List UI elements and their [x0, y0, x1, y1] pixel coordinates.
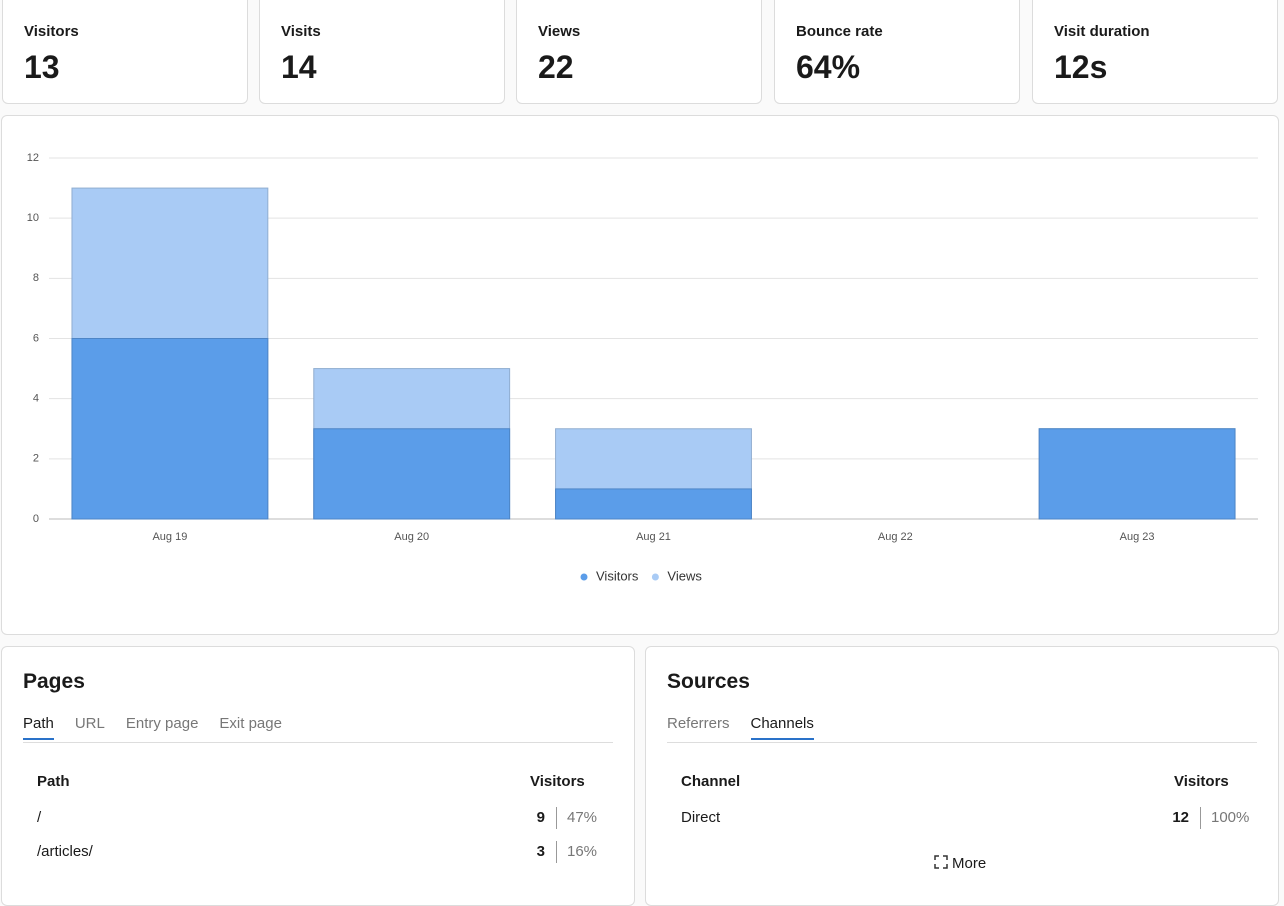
legend-label: Visitors: [596, 568, 639, 583]
metric-label: Visit duration: [1054, 23, 1150, 40]
metric-label: Views: [538, 23, 581, 40]
tab[interactable]: Channels: [750, 715, 814, 740]
row-label: Direct: [681, 809, 721, 826]
sources-panel: Sources Referrers Channels Channel Visito…: [645, 646, 1279, 906]
column-header: Visitors: [530, 773, 585, 790]
metric-value: 12s: [1054, 49, 1108, 85]
x-tick-label: Aug 22: [878, 531, 913, 543]
bar: [313, 428, 511, 520]
metric-value: 64%: [796, 49, 861, 85]
y-tick-label: 6: [33, 332, 39, 344]
y-tick-label: 12: [27, 152, 39, 164]
metric-card[interactable]: Bounce rate 64%: [774, 0, 1020, 104]
metric-label: Bounce rate: [796, 23, 883, 40]
expand-icon: [934, 855, 948, 869]
row-count: 9: [536, 809, 545, 826]
legend-marker: [651, 573, 659, 581]
y-tick-label: 0: [33, 513, 39, 525]
y-tick-label: 4: [33, 393, 39, 405]
y-tick-label: 8: [33, 272, 39, 284]
bar: [1038, 428, 1236, 520]
row-percent: 16%: [567, 843, 598, 860]
bar: [555, 488, 752, 520]
metric-label: Visits: [281, 23, 321, 40]
tab-bar: Referrers Channels: [667, 715, 1257, 743]
bar: [71, 338, 269, 520]
metric-label: Visitors: [24, 23, 79, 40]
x-tick-label: Aug 19: [152, 531, 187, 543]
pages-panel: Pages Path URL Entry page Exit page Path Vi…: [1, 646, 635, 906]
y-tick-label: 2: [33, 453, 39, 465]
chart-card: 0 2 4 6 8 10 12 Aug 19 Aug 20 Aug 21 Aug 22 Aug 23 V…: [1, 115, 1279, 635]
legend-label: Views: [667, 568, 702, 583]
tab[interactable]: Entry page: [125, 715, 199, 732]
metric-card[interactable]: Visit duration 12s: [1032, 0, 1278, 104]
more-label: More: [952, 855, 987, 872]
metric-value: 13: [24, 49, 60, 85]
panel-title: Sources: [667, 670, 750, 693]
panel-title: Pages: [23, 670, 85, 693]
more-button[interactable]: More: [934, 855, 986, 872]
legend-marker: [580, 573, 588, 581]
tab[interactable]: Referrers: [667, 715, 730, 732]
tab-bar: Path URL Entry page Exit page: [23, 715, 613, 743]
x-tick-label: Aug 23: [1120, 531, 1155, 543]
row-count: 3: [536, 843, 545, 860]
row-separator: [556, 807, 557, 829]
chart: 0 2 4 6 8 10 12 Aug 19 Aug 20 Aug 21 Aug 22 Aug 23 V…: [27, 152, 1258, 583]
x-tick-label: Aug 21: [636, 531, 671, 543]
metric-card[interactable]: Visits 14: [259, 0, 505, 104]
tab[interactable]: URL: [74, 715, 105, 732]
row-separator: [1200, 807, 1201, 829]
tab[interactable]: Path: [23, 715, 54, 740]
metric-value: 14: [281, 49, 317, 85]
row-label: /: [37, 809, 42, 826]
metric-card[interactable]: Visitors 13: [2, 0, 248, 104]
row-count: 12: [1172, 809, 1189, 826]
metric-value: 22: [538, 49, 574, 85]
column-header: Path: [37, 773, 70, 790]
row-percent: 100%: [1211, 809, 1250, 826]
metric-card[interactable]: Views 22: [516, 0, 762, 104]
tab[interactable]: Exit page: [219, 715, 282, 732]
column-header: Channel: [681, 773, 741, 790]
row-percent: 47%: [567, 809, 598, 826]
y-tick-label: 10: [27, 212, 39, 224]
row-separator: [556, 841, 557, 863]
x-tick-label: Aug 20: [394, 531, 429, 543]
column-header: Visitors: [1174, 773, 1229, 790]
row-label: /articles/: [37, 843, 93, 860]
